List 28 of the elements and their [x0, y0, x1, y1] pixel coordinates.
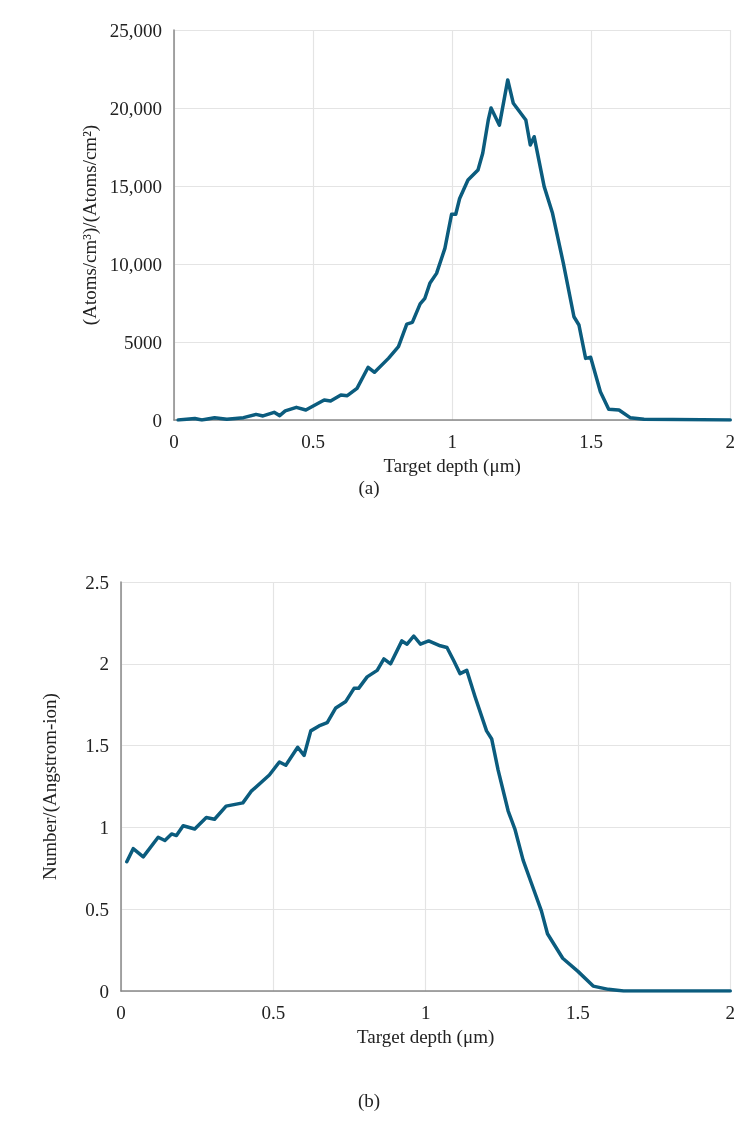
- y-tick-label: 20,000: [109, 97, 162, 119]
- line-series: [125, 634, 732, 993]
- text: (a): [358, 477, 380, 499]
- y-tick-label: 0.5: [85, 898, 109, 920]
- x-tick-label: 1.5: [579, 431, 604, 452]
- x-tick-label: 0.5: [301, 431, 325, 452]
- y-tick-label: 0: [152, 409, 162, 431]
- y-tick-label: 1.5: [85, 735, 109, 757]
- y-tick-label: 1: [99, 816, 109, 838]
- x-tick-label: 1: [420, 1002, 431, 1023]
- x-tick-label: 0: [169, 431, 179, 452]
- y-axis-title: Number/(Angstrom-ion): [39, 693, 61, 880]
- y-tick-label: 5000: [124, 331, 162, 353]
- y-tick-label: 0: [99, 980, 109, 1002]
- x-axis-title: Target depth (μm): [357, 1025, 495, 1048]
- y-tick-label: 25,000: [109, 19, 162, 41]
- x-tick-label: 2: [725, 431, 735, 452]
- x-tick-label: 2: [725, 1002, 735, 1023]
- y-tick-label: 2.5: [85, 571, 109, 593]
- y-tick-label: 10,000: [109, 253, 162, 275]
- x-tick-label: 0.5: [261, 1002, 286, 1023]
- y-tick-label: 2: [99, 653, 109, 675]
- text: (b): [357, 1090, 381, 1112]
- y-axis-title: (Atoms/cm³)/(Atoms/cm²): [78, 124, 101, 326]
- x-axis-title: Target depth (μm): [383, 454, 521, 477]
- x-tick-label: 1.5: [566, 1002, 590, 1023]
- y-tick-label: 15,000: [109, 175, 162, 197]
- x-tick-label: 1: [447, 431, 457, 452]
